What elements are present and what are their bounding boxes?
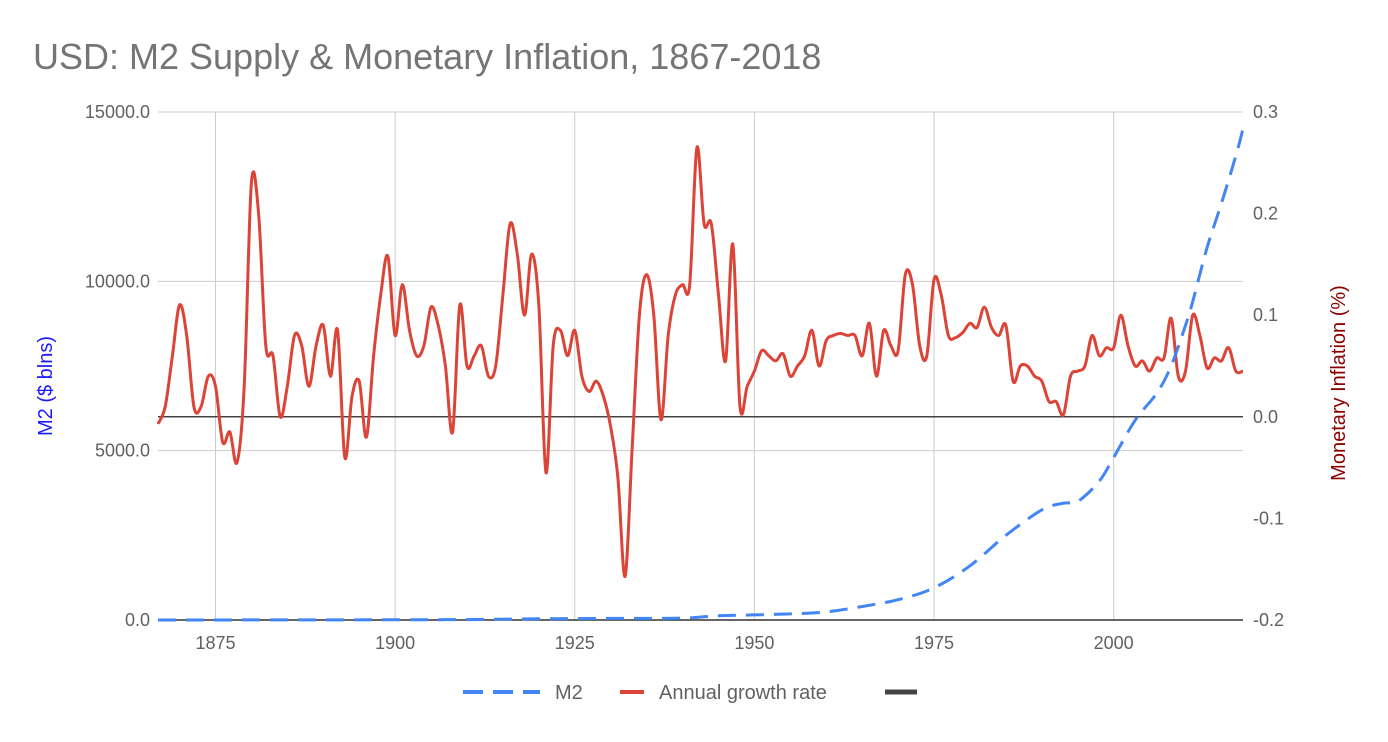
series-growth-line [156,145,1244,578]
y-left-tick-label: 10000.0 [85,271,150,291]
x-tick-label: 1950 [734,633,774,653]
legend: M2 Annual growth rate [463,682,917,704]
series-m2-line [157,128,1245,622]
y-right-tick-label: 0.3 [1253,102,1278,122]
chart-title: USD: M2 Supply & Monetary Inflation, 186… [33,36,821,77]
y-right-axis-title: Monetary Inflation (%) [1328,285,1350,481]
x-tick-label: 1925 [555,633,595,653]
x-tick-label: 2000 [1094,633,1134,653]
x-tick-label: 1875 [195,633,235,653]
legend-label: M2 [555,682,583,704]
x-tick-label: 1975 [914,633,954,653]
y-left-tick-label: 0.0 [125,610,150,630]
x-tick-label: 1900 [375,633,415,653]
y-left-tick-label: 15000.0 [85,102,150,122]
y-left-tick-label: 5000.0 [95,441,150,461]
y-right-tick-label: 0.2 [1253,204,1278,224]
plot-area [156,128,1245,622]
y-right-tick-label: 0.1 [1253,305,1278,325]
legend-label: Annual growth rate [659,682,827,704]
tick-labels: 0.0 5000.0 10000.0 15000.0 -0.2 -0.1 0.0 0.1 0.2… [85,102,1284,653]
y-right-tick-label: 0.0 [1253,407,1278,427]
y-right-tick-label: -0.1 [1253,508,1284,528]
y-left-axis-title: M2 ($ blns) [35,336,57,436]
y-right-tick-label: -0.2 [1253,610,1284,630]
